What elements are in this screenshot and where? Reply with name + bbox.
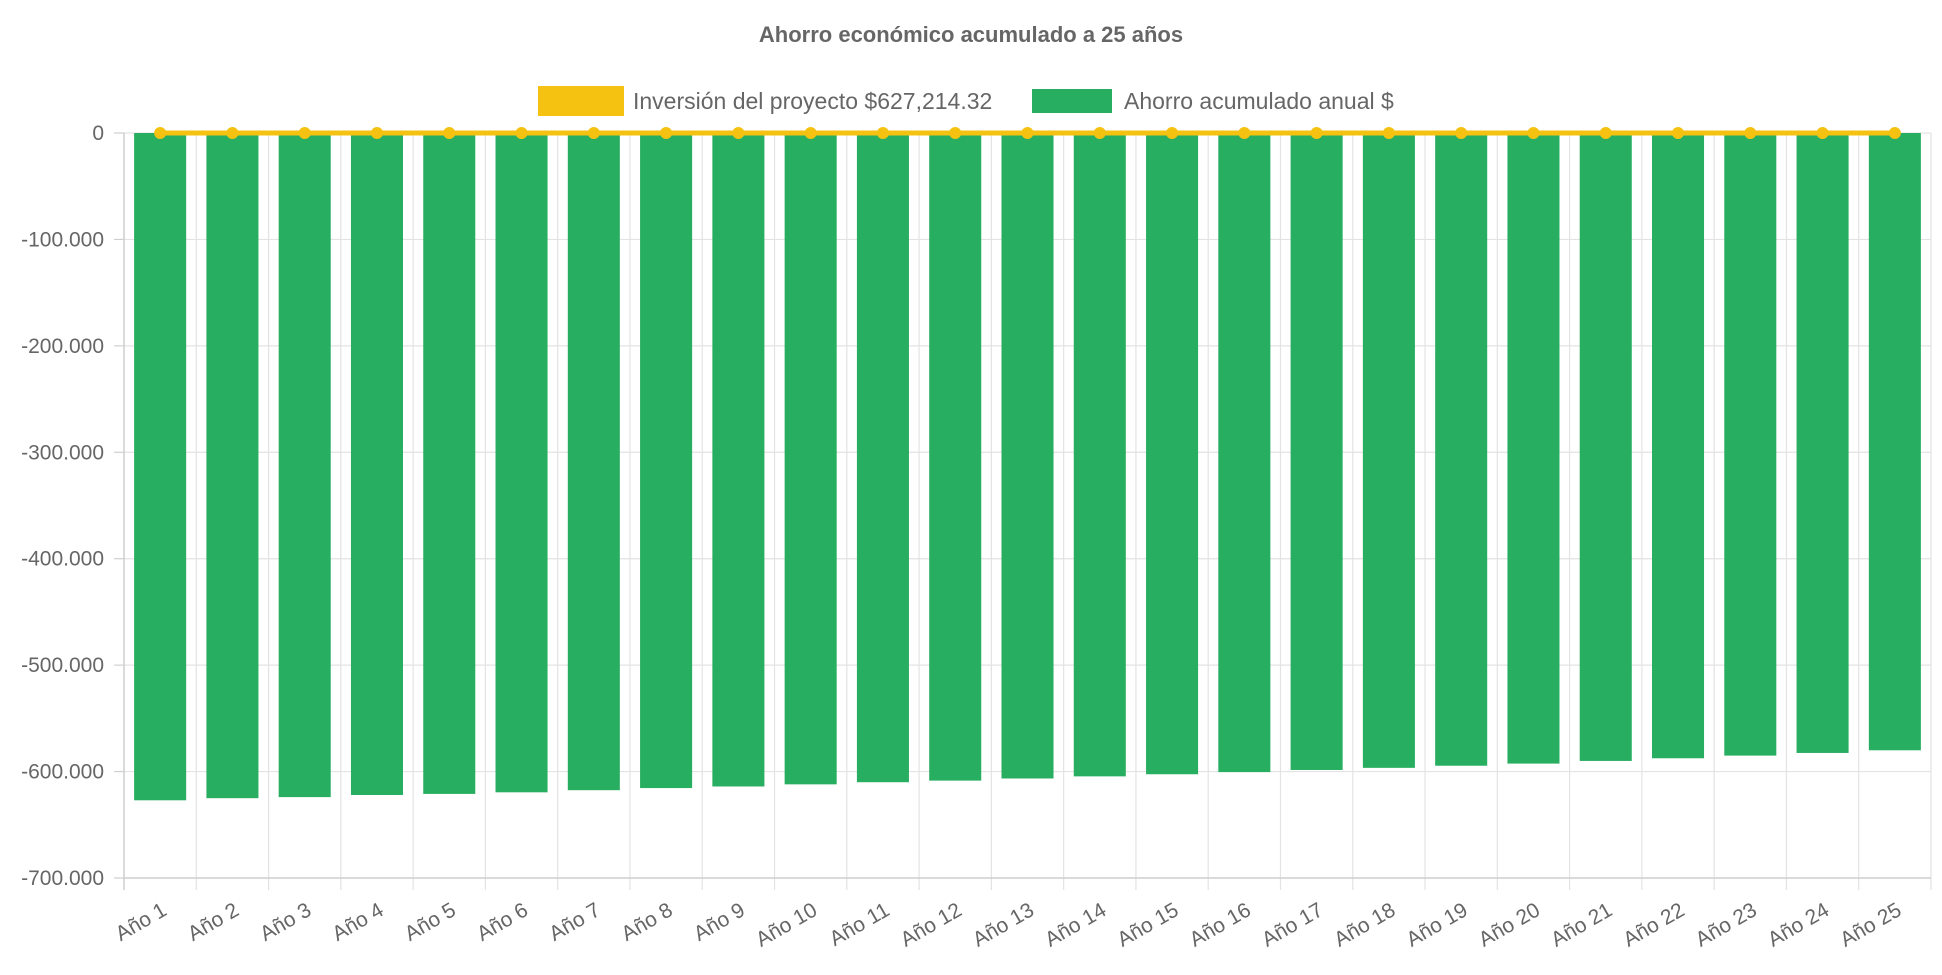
x-tick-label: Año 1 — [112, 898, 171, 945]
bar[interactable] — [1579, 133, 1632, 761]
bar[interactable] — [134, 133, 187, 801]
x-tick-label: Año 5 — [401, 898, 460, 945]
bar[interactable] — [1218, 133, 1271, 773]
bar[interactable] — [1001, 133, 1054, 779]
line-point[interactable] — [587, 127, 600, 139]
x-tick-label: Año 6 — [473, 898, 532, 945]
x-tick-label: Año 10 — [752, 898, 821, 951]
line-point[interactable] — [1382, 127, 1395, 139]
line-point[interactable] — [515, 127, 528, 139]
line-point[interactable] — [732, 127, 745, 139]
bar[interactable] — [278, 133, 331, 798]
x-tick-label: Año 9 — [690, 898, 749, 945]
bar[interactable] — [1290, 133, 1343, 770]
x-tick-label: Año 24 — [1764, 898, 1833, 951]
legend-swatch-ahorro — [1032, 89, 1112, 113]
line-point[interactable] — [804, 127, 817, 139]
x-tick-label: Año 19 — [1403, 898, 1472, 951]
x-tick-label: Año 20 — [1475, 898, 1544, 951]
line-point[interactable] — [1455, 127, 1468, 139]
line-point[interactable] — [298, 127, 311, 139]
legend-item-ahorro[interactable]: Ahorro acumulado anual $ — [1032, 88, 1394, 114]
line-point[interactable] — [1599, 127, 1612, 139]
x-tick-label: Año 3 — [256, 898, 315, 945]
line-point[interactable] — [1527, 127, 1540, 139]
bar[interactable] — [1796, 133, 1849, 753]
line-point[interactable] — [660, 127, 673, 139]
line-point[interactable] — [876, 127, 889, 139]
line-point[interactable] — [1093, 127, 1106, 139]
bar[interactable] — [423, 133, 476, 794]
line-point[interactable] — [226, 127, 239, 139]
x-tick-label: Año 15 — [1113, 898, 1182, 951]
legend-label-inversion: Inversión del proyecto $627,214.32 — [633, 88, 992, 114]
bar[interactable] — [856, 133, 909, 783]
legend-item-inversion[interactable]: Inversión del proyecto $627,214.32 — [538, 86, 992, 116]
line-point[interactable] — [1310, 127, 1323, 139]
x-tick-label: Año 18 — [1330, 898, 1399, 951]
y-tick-label: -300.000 — [21, 441, 104, 464]
axes — [114, 132, 1931, 890]
y-tick-label: 0 — [92, 122, 104, 145]
x-tick-label: Año 16 — [1186, 898, 1255, 951]
x-tick-label: Año 7 — [545, 898, 604, 945]
x-tick-label: Año 11 — [826, 898, 894, 950]
bar[interactable] — [1724, 133, 1777, 756]
chart-title: Ahorro económico acumulado a 25 años — [759, 22, 1183, 47]
line-point[interactable] — [370, 127, 383, 139]
bar[interactable] — [1435, 133, 1488, 766]
legend-swatch-inversion — [538, 86, 624, 116]
y-tick-label: -500.000 — [21, 654, 104, 677]
legend: Inversión del proyecto $627,214.32 Ahorr… — [538, 86, 1394, 116]
x-tick-label: Año 17 — [1258, 898, 1327, 951]
bar[interactable] — [350, 133, 404, 795]
bar[interactable] — [784, 133, 837, 785]
x-tick-label: Año 25 — [1836, 898, 1905, 951]
bar[interactable] — [206, 133, 259, 799]
bar[interactable] — [640, 133, 693, 789]
line-point[interactable] — [1672, 127, 1685, 139]
bar[interactable] — [712, 133, 765, 787]
y-tick-label: -700.000 — [21, 867, 104, 890]
bars — [134, 133, 1921, 801]
line-point[interactable] — [1166, 127, 1179, 139]
line-point[interactable] — [1816, 127, 1829, 139]
y-tick-label: -100.000 — [21, 228, 104, 251]
bar[interactable] — [1507, 133, 1560, 764]
y-tick-label: -600.000 — [21, 761, 104, 784]
line-point[interactable] — [1888, 127, 1901, 139]
x-tick-label: Año 22 — [1619, 898, 1688, 951]
bar[interactable] — [495, 133, 548, 793]
x-tick-label: Año 13 — [969, 898, 1038, 951]
bar[interactable] — [1146, 133, 1199, 775]
x-tick-label: Año 4 — [328, 898, 387, 946]
line-point[interactable] — [1021, 127, 1034, 139]
x-tick-label: Año 21 — [1547, 898, 1616, 951]
x-tick-label: Año 2 — [184, 898, 243, 945]
x-tick-label: Año 23 — [1692, 898, 1761, 951]
y-tick-label: -200.000 — [21, 335, 104, 358]
x-axis-labels: Año 1 Año 2 Año 3 Año 4 Año 5 Año 6 Año 7 Año 8… — [112, 898, 1906, 951]
line-point[interactable] — [949, 127, 962, 139]
y-tick-label: -400.000 — [21, 548, 104, 571]
bar[interactable] — [1651, 133, 1705, 759]
x-tick-label: Año 14 — [1041, 898, 1110, 951]
x-tick-label: Año 12 — [897, 898, 966, 951]
bar[interactable] — [1362, 133, 1415, 768]
line-point[interactable] — [154, 127, 167, 139]
bar[interactable] — [567, 133, 620, 791]
bar[interactable] — [1073, 133, 1126, 777]
line-point[interactable] — [1238, 127, 1251, 139]
y-axis-labels: 0 -100.000 -200.000 -300.000 -400.000 -500.00… — [21, 122, 104, 890]
legend-label-ahorro: Ahorro acumulado anual $ — [1124, 88, 1394, 114]
x-tick-label: Año 8 — [618, 898, 677, 945]
investment-line — [154, 127, 1901, 139]
line-point[interactable] — [1744, 127, 1757, 139]
bar[interactable] — [1868, 133, 1921, 751]
bar[interactable] — [929, 133, 982, 781]
line-point[interactable] — [443, 127, 456, 139]
